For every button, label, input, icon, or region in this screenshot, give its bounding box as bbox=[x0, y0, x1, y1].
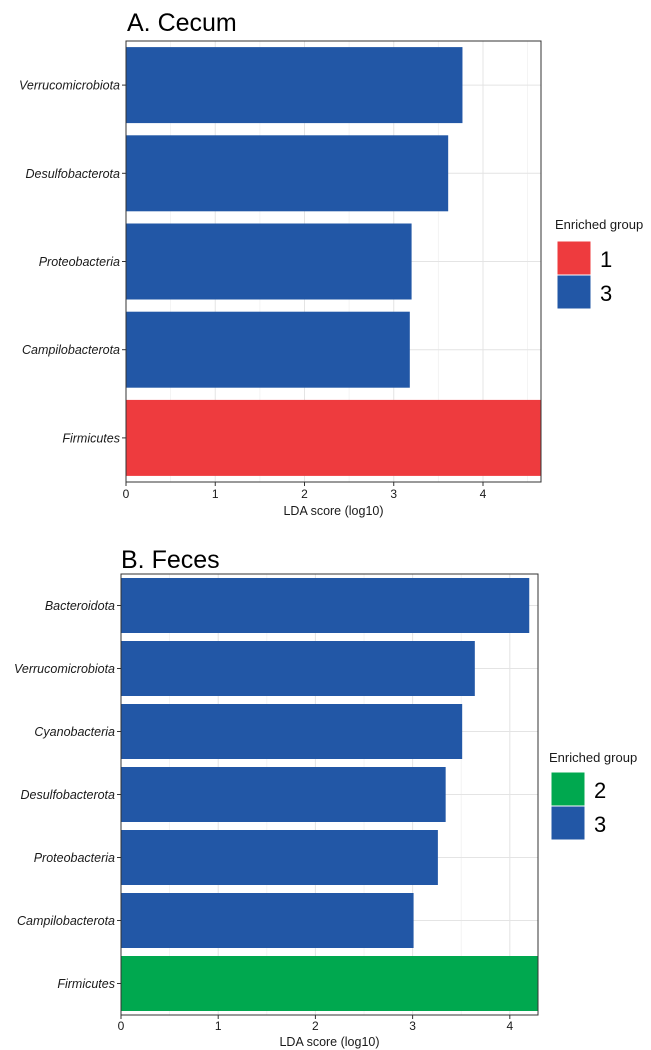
x-axis-title: LDA score (log10) bbox=[283, 504, 383, 518]
category-label: Cyanobacteria bbox=[34, 725, 115, 739]
bar-desulfobacterota bbox=[126, 135, 449, 212]
category-label: Campilobacterota bbox=[17, 914, 115, 928]
legend-label: 3 bbox=[594, 812, 606, 837]
bar-verrucomicrobiota bbox=[126, 47, 463, 124]
legend-label: 2 bbox=[594, 778, 606, 803]
panel-border bbox=[120, 573, 539, 1016]
x-tick-label: 2 bbox=[312, 1019, 319, 1033]
x-tick-label: 1 bbox=[215, 1019, 222, 1033]
bar-verrucomicrobiota bbox=[121, 641, 475, 696]
panel-title: A. Cecum bbox=[127, 9, 237, 37]
chart-panel-feces: B. Feces Bacteroidota Verrucomicrobiota Cya… bbox=[14, 546, 637, 1049]
bar-bacteroidota bbox=[121, 578, 530, 633]
legend: Enriched group 2 3 bbox=[549, 750, 637, 841]
bar-cyanobacteria bbox=[121, 704, 463, 759]
legend-swatch bbox=[556, 240, 592, 276]
category-label: Bacteroidota bbox=[45, 599, 115, 613]
bar-campilobacterota bbox=[121, 893, 414, 948]
x-axis-title: LDA score (log10) bbox=[279, 1035, 379, 1049]
category-label: Firmicutes bbox=[57, 977, 115, 991]
panel-border bbox=[125, 40, 542, 483]
category-label: Desulfobacterota bbox=[25, 167, 120, 181]
x-tick-label: 0 bbox=[118, 1019, 125, 1033]
legend-label: 3 bbox=[600, 281, 612, 306]
category-label: Proteobacteria bbox=[34, 851, 115, 865]
legend: Enriched group 1 3 bbox=[555, 217, 643, 310]
x-tick-label: 3 bbox=[390, 487, 397, 501]
legend-title: Enriched group bbox=[549, 750, 637, 765]
category-label: Desulfobacterota bbox=[20, 788, 115, 802]
x-tick-label: 2 bbox=[301, 487, 308, 501]
bar-proteobacteria bbox=[121, 830, 438, 885]
legend-swatch bbox=[550, 771, 586, 807]
bar-firmicutes bbox=[121, 956, 538, 1011]
x-tick-label: 0 bbox=[123, 487, 130, 501]
legend-title: Enriched group bbox=[555, 217, 643, 232]
bar-desulfobacterota bbox=[121, 767, 446, 822]
category-label: Verrucomicrobiota bbox=[19, 79, 120, 93]
category-label: Firmicutes bbox=[62, 431, 120, 445]
panel-title: B. Feces bbox=[121, 546, 220, 574]
x-tick-label: 1 bbox=[212, 487, 219, 501]
legend-swatch bbox=[556, 274, 592, 310]
category-label: Verrucomicrobiota bbox=[14, 662, 115, 676]
bar-firmicutes bbox=[126, 399, 541, 476]
chart-panel-cecum: A. Cecum Verrucomicrobiota Desulfobacterot… bbox=[19, 9, 643, 518]
legend-swatch bbox=[550, 805, 586, 841]
legend-label: 1 bbox=[600, 247, 612, 272]
bar-campilobacterota bbox=[126, 311, 410, 388]
category-label: Campilobacterota bbox=[22, 343, 120, 357]
x-tick-label: 4 bbox=[480, 487, 487, 501]
x-tick-label: 4 bbox=[506, 1019, 513, 1033]
category-label: Proteobacteria bbox=[39, 255, 120, 269]
x-tick-label: 3 bbox=[409, 1019, 416, 1033]
bar-proteobacteria bbox=[126, 223, 412, 300]
